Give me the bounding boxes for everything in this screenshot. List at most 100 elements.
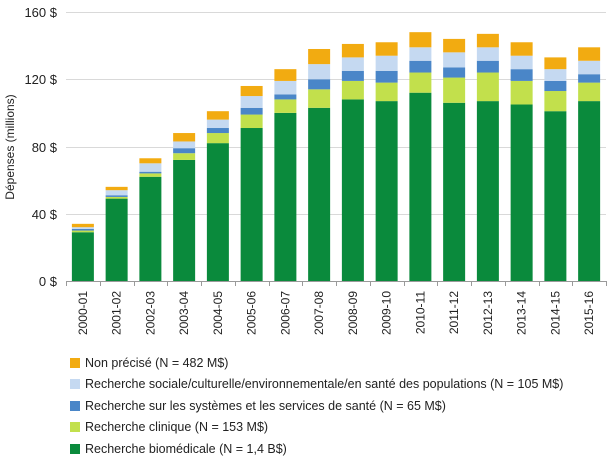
legend-item: Recherche sur les systèmes et les servic…	[70, 395, 563, 417]
bar-segment	[173, 159, 196, 281]
bar-segment	[544, 69, 567, 81]
bar-segment	[274, 80, 297, 95]
bar-segment	[71, 223, 94, 228]
x-tick-label: 2005-06	[245, 291, 259, 335]
legend-item: Recherche biomédicale (N = 1,4 B$)	[70, 438, 563, 460]
bar-segment	[274, 99, 297, 113]
bar-segment	[139, 163, 162, 172]
bar-segment	[544, 80, 567, 92]
bar-stack-2001-02	[105, 186, 128, 281]
bar-segment	[105, 186, 128, 191]
bar-segment	[206, 143, 229, 281]
bar-segment	[510, 104, 533, 281]
legend-label: Recherche biomédicale (N = 1,4 B$)	[85, 441, 287, 456]
x-tick-label: 2004-05	[211, 291, 225, 335]
bar-segment	[476, 101, 499, 281]
legend-item: Recherche sociale/culturelle/environneme…	[70, 374, 563, 396]
bar-segment	[544, 91, 567, 112]
bar-segment	[240, 85, 263, 97]
bar-segment	[375, 82, 398, 102]
bar-segment	[139, 158, 162, 164]
bar-segment	[544, 111, 567, 281]
bar-segment	[240, 128, 263, 281]
bar-segment	[476, 47, 499, 61]
bar-segment	[274, 69, 297, 81]
y-axis-label: Dépenses (millions)	[3, 94, 17, 199]
bar-segment	[443, 67, 466, 78]
bar-segment	[375, 42, 398, 56]
x-tick-label: 2002-03	[143, 291, 157, 335]
x-tick-label: 2014-15	[548, 291, 562, 335]
bar-segment	[341, 80, 364, 100]
bar-segment	[206, 111, 229, 120]
bar-segment	[308, 48, 331, 65]
bar-segment	[510, 80, 533, 105]
bar-segment	[173, 148, 196, 154]
bar-segment	[510, 42, 533, 56]
bar-segment	[409, 92, 432, 281]
x-tick-label: 2003-04	[177, 291, 191, 335]
bar-segment	[173, 141, 196, 149]
x-tick-label: 2010-11	[413, 291, 427, 334]
legend-swatch	[70, 422, 80, 433]
bar-segment	[71, 227, 94, 229]
legend-swatch	[70, 400, 80, 411]
bar-stack-2000-01	[71, 223, 94, 281]
bar-segment	[71, 230, 94, 233]
bar-segment	[240, 96, 263, 108]
bar-stack-2002-03	[139, 158, 162, 281]
bar-segment	[308, 79, 331, 90]
bar-segment	[71, 228, 94, 231]
bar-segment	[206, 133, 229, 144]
bar-segment	[443, 77, 466, 103]
legend-item: Recherche clinique (N = 153 M$)	[70, 417, 563, 439]
bar-segment	[274, 112, 297, 282]
bar-segment	[105, 196, 128, 199]
bar-segment	[173, 133, 196, 142]
x-tick-label: 2015-16	[582, 291, 596, 335]
legend-label: Recherche clinique (N = 153 M$)	[85, 420, 269, 435]
bar-segment	[139, 171, 162, 174]
x-tick-label: 2012-13	[481, 291, 495, 335]
bar-segment	[375, 55, 398, 71]
legend-label: Non précisé (N = 482 M$)	[85, 355, 229, 370]
y-axis-tick-labels: 0 $ 40 $ 80 $ 120 $ 160 $	[24, 5, 57, 289]
bar-segment	[409, 60, 432, 73]
bar-segment	[139, 173, 162, 177]
bar-segment	[308, 107, 331, 281]
y-tick-label: 80 $	[32, 140, 58, 155]
bar-segment	[510, 69, 533, 81]
bar-segment	[173, 153, 196, 160]
bar-segment	[578, 60, 601, 75]
y-tick-label: 160 $	[24, 5, 57, 20]
bar-segment	[443, 52, 466, 68]
bar-stacks	[71, 32, 601, 282]
bar-segment	[443, 102, 466, 281]
bar-stack-2014-15	[544, 57, 567, 281]
bar-stack-2011-12	[443, 38, 466, 281]
bar-segment	[578, 47, 601, 61]
bar-segment	[105, 190, 128, 196]
x-tick-label: 2006-07	[278, 291, 292, 335]
bar-segment	[139, 176, 162, 281]
bar-stack-2007-08	[308, 48, 331, 281]
bar-segment	[375, 101, 398, 281]
legend-swatch	[70, 357, 80, 368]
legend: Non précisé (N = 482 M$) Recherche social…	[70, 352, 563, 460]
bar-segment	[341, 70, 364, 81]
bar-segment	[240, 107, 263, 115]
bar-segment	[409, 47, 432, 61]
bar-segment	[476, 60, 499, 73]
bar-segment	[476, 72, 499, 102]
y-tick-label: 0 $	[39, 274, 58, 289]
x-tick-label: 2000-01	[76, 291, 90, 335]
bar-stack-2004-05	[206, 111, 229, 281]
bar-segment	[105, 195, 128, 197]
bar-segment	[409, 32, 432, 48]
bar-stack-2010-11	[409, 32, 432, 281]
legend-swatch	[70, 379, 80, 390]
x-tick-label: 2011-12	[447, 291, 461, 334]
bar-segment	[544, 57, 567, 70]
bar-segment	[206, 128, 229, 134]
x-tick-label: 2001-02	[110, 291, 124, 335]
